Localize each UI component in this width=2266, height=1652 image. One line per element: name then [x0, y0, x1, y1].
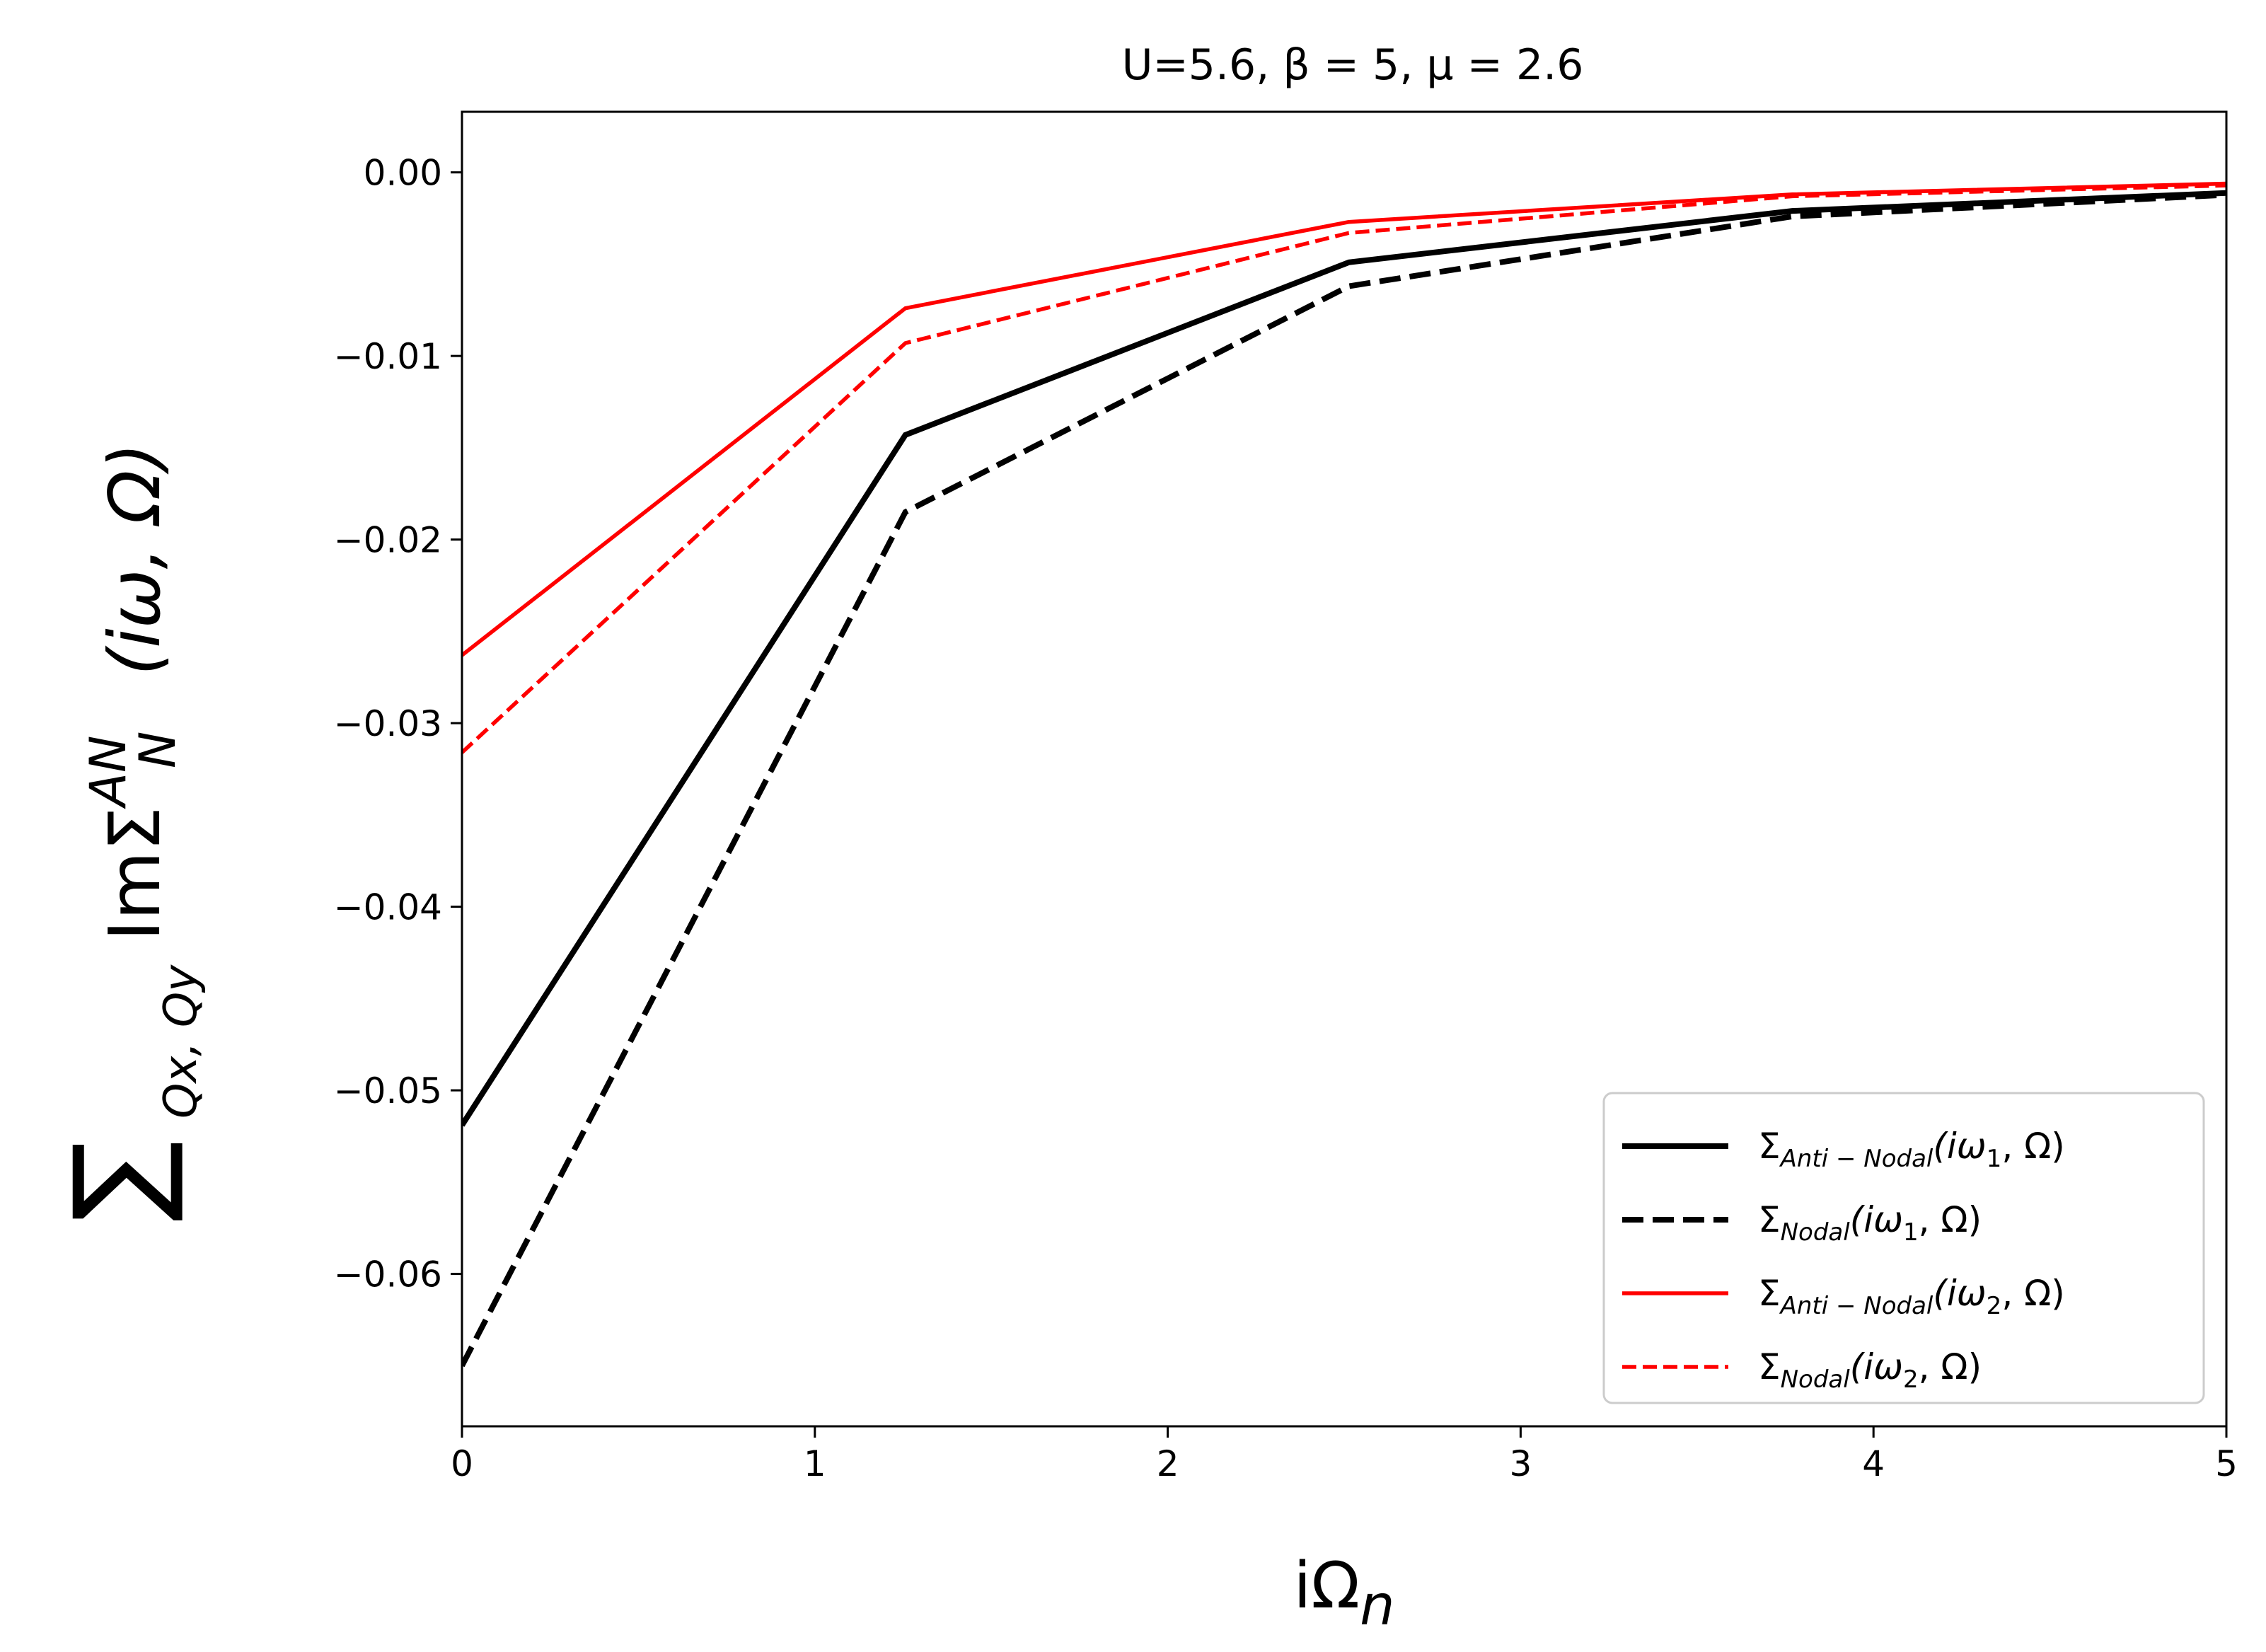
- y-tick-label: −0.05: [334, 1070, 442, 1111]
- x-axis: 0 1 2 3 4 5: [451, 1426, 2238, 1484]
- y-label-sum-subscript: Qx, Qy: [155, 964, 207, 1119]
- y-tick-label: −0.03: [334, 703, 442, 744]
- y-label-sub: N: [129, 732, 187, 768]
- y-tick-label: −0.02: [334, 520, 442, 561]
- legend-label-2: ΣNodal(iω1, Ω): [1758, 1199, 1982, 1247]
- x-tick-label: 5: [2215, 1443, 2238, 1484]
- x-axis-label: iΩn: [1293, 1549, 1394, 1638]
- x-tick-label: 1: [804, 1443, 826, 1484]
- y-tick-label: 0.00: [364, 153, 442, 194]
- series-group: [462, 181, 2226, 1368]
- legend: ΣAnti − Nodal(iω1, Ω) ΣNodal(iω1, Ω) ΣAnti…: [1602, 1092, 2205, 1404]
- legend-box: [1602, 1092, 2205, 1404]
- y-axis-label: ∑ Qx, Qy ImΣAN N (iω, Ω): [48, 442, 207, 1222]
- series-line-2: [462, 192, 2226, 1368]
- y-label-main: ImΣAN: [79, 736, 176, 941]
- x-tick-label: 3: [1509, 1443, 1532, 1484]
- x-tick-label: 4: [1862, 1443, 1885, 1484]
- series-line-1: [462, 190, 2226, 1127]
- y-label-sum-symbol: ∑: [48, 1140, 188, 1222]
- legend-label-4: ΣNodal(iω2, Ω): [1758, 1346, 1982, 1394]
- legend-label-1: ΣAnti − Nodal(iω1, Ω): [1758, 1126, 2065, 1173]
- series-line-4: [462, 183, 2226, 754]
- chart-title: U=5.6, β = 5, μ = 2.6: [1122, 40, 1584, 90]
- plot-frame: [461, 110, 2228, 1428]
- x-tick-label: 2: [1157, 1443, 1179, 1484]
- y-tick-label: −0.06: [334, 1254, 442, 1295]
- y-tick-label: −0.01: [334, 336, 442, 377]
- y-tick-label: −0.04: [334, 887, 442, 928]
- x-tick-label: 0: [451, 1443, 473, 1484]
- y-axis: 0.00 −0.01 −0.02 −0.03 −0.04 −0.05 −0.06: [334, 153, 462, 1295]
- legend-label-3: ΣAnti − Nodal(iω2, Ω): [1758, 1273, 2065, 1320]
- y-label-tail: (iω, Ω): [93, 442, 176, 676]
